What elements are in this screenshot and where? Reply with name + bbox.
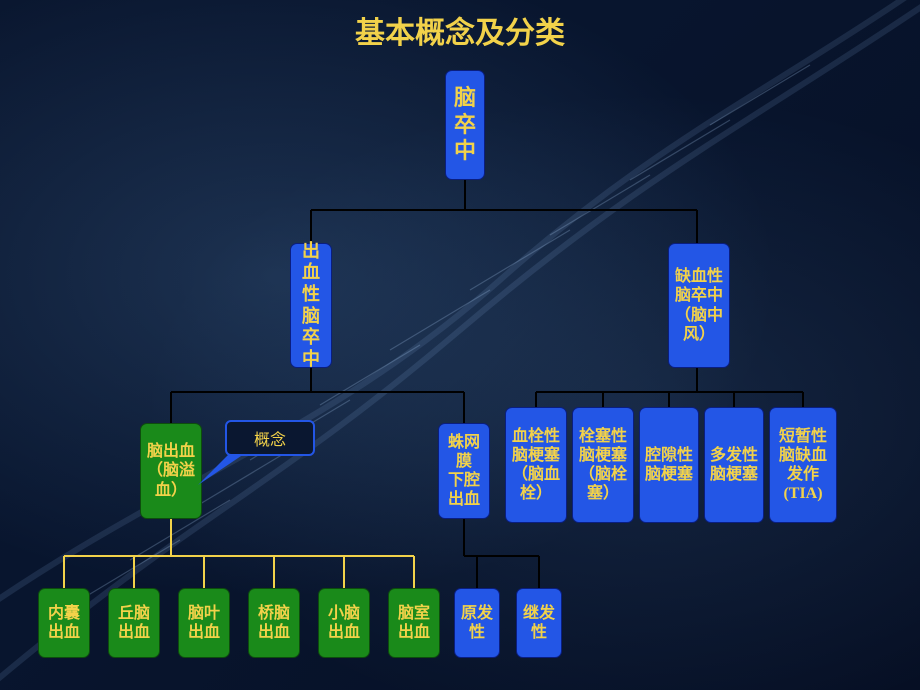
concept-callout: 概念 <box>225 420 315 456</box>
callout-tail <box>0 0 920 690</box>
concept-callout-label: 概念 <box>254 426 286 450</box>
diagram-stage: 基本概念及分类 概念 脑 卒 中出血性脑卒中缺血​性 脑卒中 （脑中 风）脑出血… <box>0 0 920 690</box>
